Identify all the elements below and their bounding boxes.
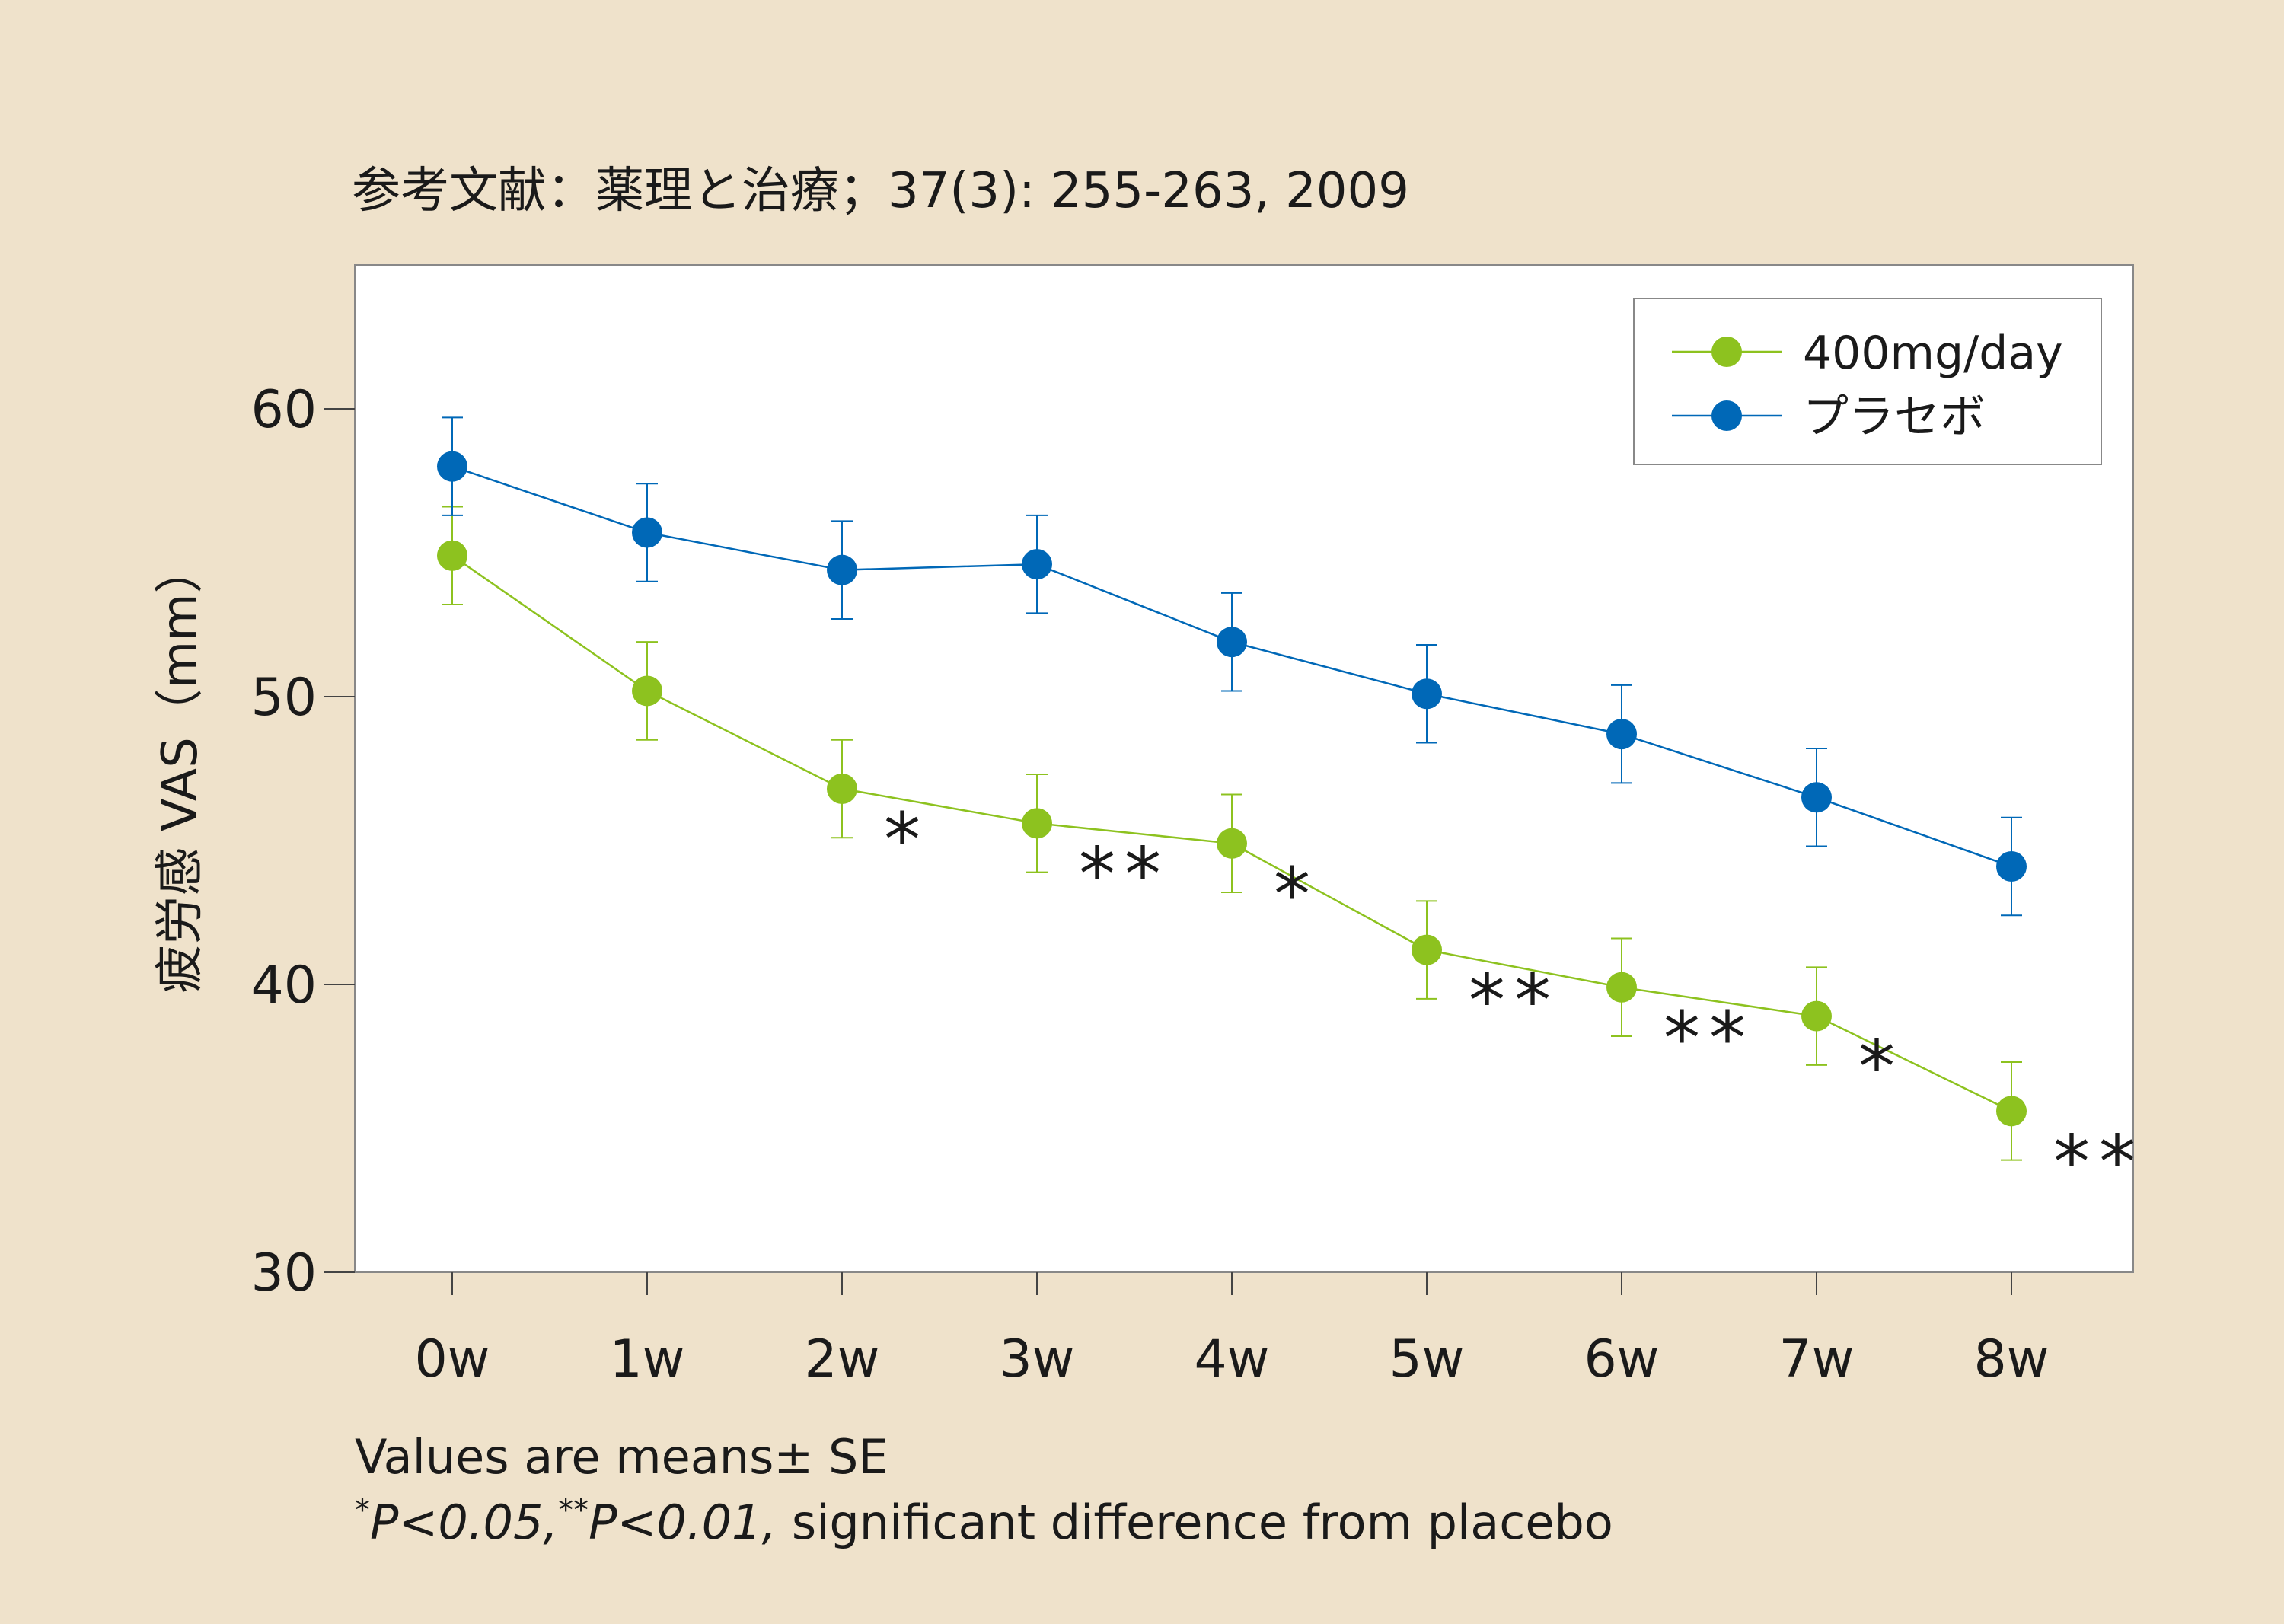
data-point (632, 675, 662, 707)
x-tick-label: 0w (415, 1329, 490, 1389)
note-p-1: P<0.05, (370, 1495, 558, 1550)
data-point (827, 773, 857, 804)
data-point (1801, 1000, 1832, 1032)
significance-marker: * (884, 797, 930, 882)
data-point (1412, 678, 1442, 710)
significance-marker: * (1274, 852, 1319, 937)
significance-marker: ** (1664, 996, 1755, 1081)
chart-title: 参考文献：薬理と治療；37(3): 255-263, 2009 (352, 163, 1409, 219)
legend-box (1633, 298, 2102, 465)
note-line-1: Values are means± SE (355, 1429, 888, 1485)
note-rest: significant difference from placebo (777, 1495, 1613, 1550)
legend-label: 400mg/day (1803, 327, 2063, 380)
data-point (1996, 1096, 2027, 1127)
x-tick-label: 8w (1974, 1329, 2050, 1389)
x-tick-label: 5w (1389, 1329, 1465, 1389)
significance-marker: * (1858, 1025, 1904, 1110)
data-point (632, 517, 662, 548)
y-tick-label: 40 (250, 956, 317, 1016)
data-point (1217, 627, 1247, 658)
data-point (1022, 808, 1052, 839)
data-point (827, 554, 857, 585)
legend: 400mg/day プラセボ (1633, 298, 2102, 465)
data-point (1412, 934, 1442, 965)
legend-marker (1711, 400, 1742, 431)
x-tick-label: 6w (1584, 1329, 1660, 1389)
series-layer (437, 416, 2027, 1161)
x-tick-label: 4w (1195, 1329, 1270, 1389)
x-tick-label: 7w (1779, 1329, 1855, 1389)
x-tick-label: 1w (610, 1329, 685, 1389)
y-tick-label: 30 (250, 1243, 317, 1303)
series-treatment (437, 506, 2027, 1161)
note-sup-1: * (355, 1493, 370, 1528)
y-tick-label: 60 (250, 380, 317, 440)
x-tick-label: 3w (1000, 1329, 1075, 1389)
data-point (1606, 719, 1637, 750)
note-p-2: P<0.01, (589, 1495, 777, 1550)
y-tick-label: 50 (250, 668, 317, 728)
data-point (1217, 828, 1247, 859)
series-placebo (437, 416, 2027, 917)
x-tick-label: 2w (805, 1329, 880, 1389)
legend-marker (1711, 337, 1742, 367)
y-axis: 30 40 50 60 (250, 380, 355, 1303)
note-sup-2: ** (558, 1493, 589, 1528)
significance-marker: ** (2053, 1119, 2145, 1204)
significance-marker: ** (1469, 959, 1560, 1044)
data-point (1996, 851, 2027, 882)
data-point (1022, 549, 1052, 580)
data-point (437, 451, 467, 482)
x-axis: 0w 1w 2w 3w 4w 5w 6w 7w 8w (415, 1272, 2050, 1389)
significance-marker: ** (1079, 831, 1170, 917)
data-point (1606, 972, 1637, 1003)
note-line-2: *P<0.05,**P<0.01, significant difference… (355, 1493, 1613, 1550)
significance-markers: * ** *** ** *** (884, 797, 2145, 1204)
data-point (1801, 782, 1832, 813)
legend-label: プラセボ (1803, 391, 1986, 444)
data-point (437, 540, 467, 571)
y-axis-label: 疲労感 VAS（mm） (152, 544, 209, 993)
